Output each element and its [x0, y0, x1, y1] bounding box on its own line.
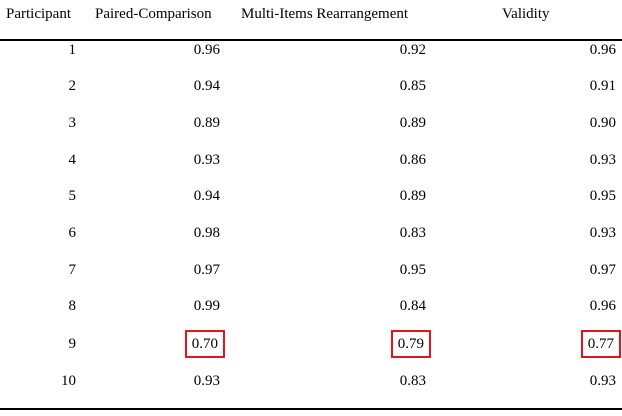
validity-cell: 0.96	[589, 298, 616, 314]
participant-cell: 10	[61, 373, 76, 389]
header-multi-items-rearrangement: Multi-Items Rearrangement	[241, 6, 409, 22]
paired-comparison-cell: 0.98	[193, 225, 220, 241]
table-row: 4 0.93 0.86 0.93	[0, 151, 622, 169]
table-row: 1 0.96 0.92 0.96	[0, 41, 622, 59]
validity-cell: 0.97	[589, 262, 616, 278]
header-participant: Participant	[6, 6, 71, 22]
validity-cell: 0.77	[580, 330, 622, 358]
paired-comparison-cell: 0.96	[193, 42, 220, 58]
multi-items-rearrangement-cell: 0.79	[390, 330, 432, 358]
participant-cell: 9	[68, 336, 77, 352]
participant-cell: 1	[68, 42, 77, 58]
paired-comparison-cell: 0.94	[193, 78, 220, 94]
multi-items-rearrangement-cell: 0.83	[399, 225, 426, 241]
table-row: 6 0.98 0.83 0.93	[0, 224, 622, 242]
top-rule	[0, 39, 622, 41]
table-row: 5 0.94 0.89 0.95	[0, 187, 622, 205]
validity-cell: 0.93	[589, 152, 616, 168]
multi-items-rearrangement-cell: 0.89	[399, 115, 426, 131]
participant-cell: 8	[68, 298, 77, 314]
paired-comparison-cell: 0.99	[193, 298, 220, 314]
multi-items-rearrangement-cell: 0.89	[399, 188, 426, 204]
multi-items-rearrangement-cell: 0.86	[399, 152, 426, 168]
multi-items-rearrangement-cell: 0.83	[399, 373, 426, 389]
header-paired-comparison: Paired-Comparison	[95, 6, 212, 22]
header-validity: Validity	[502, 6, 550, 22]
participant-cell: 3	[68, 115, 77, 131]
table-row: 2 0.94 0.85 0.91	[0, 77, 622, 95]
table-row: 10 0.93 0.83 0.93	[0, 372, 622, 390]
paired-comparison-cell: 0.93	[193, 152, 220, 168]
table-row: 8 0.99 0.84 0.96	[0, 297, 622, 315]
paired-comparison-cell: 0.70	[184, 330, 226, 358]
multi-items-rearrangement-cell: 0.84	[399, 298, 426, 314]
multi-items-rearrangement-cell: 0.95	[399, 262, 426, 278]
paired-comparison-cell: 0.97	[193, 262, 220, 278]
bottom-rule	[0, 408, 622, 410]
participant-cell: 5	[68, 188, 77, 204]
table-row: 7 0.97 0.95 0.97	[0, 261, 622, 279]
table-row: 3 0.89 0.89 0.90	[0, 114, 622, 132]
table-row: 9 0.70 0.79 0.77	[0, 330, 622, 358]
paired-comparison-cell: 0.89	[193, 115, 220, 131]
multi-items-rearrangement-cell: 0.85	[399, 78, 426, 94]
multi-items-rearrangement-cell: 0.92	[399, 42, 426, 58]
participant-cell: 2	[68, 78, 77, 94]
validity-cell: 0.93	[589, 373, 616, 389]
paired-comparison-cell: 0.93	[193, 373, 220, 389]
paired-comparison-cell: 0.94	[193, 188, 220, 204]
validity-cell: 0.95	[589, 188, 616, 204]
participant-cell: 4	[68, 152, 77, 168]
participant-cell: 6	[68, 225, 77, 241]
validity-cell: 0.91	[589, 78, 616, 94]
validity-cell: 0.93	[589, 225, 616, 241]
validity-cell: 0.96	[589, 42, 616, 58]
participant-cell: 7	[68, 262, 77, 278]
validity-cell: 0.90	[589, 115, 616, 131]
